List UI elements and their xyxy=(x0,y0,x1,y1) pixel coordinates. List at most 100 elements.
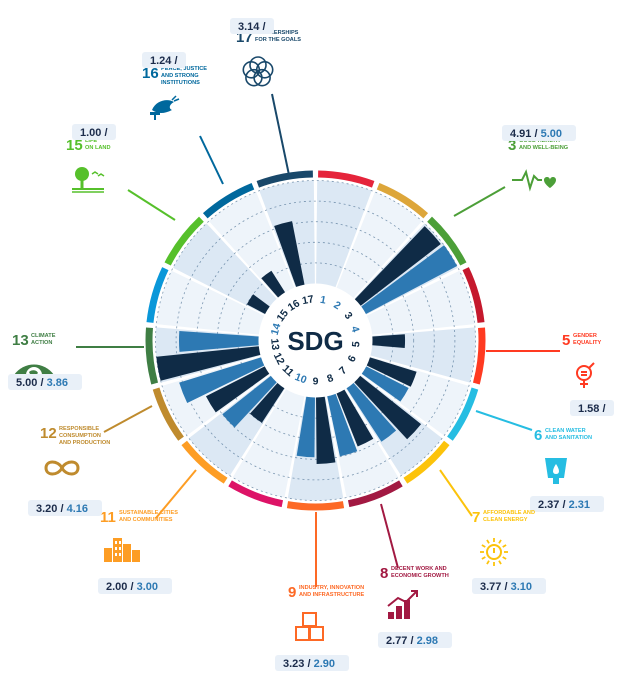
goal-number-16: 16 xyxy=(286,297,302,313)
value-pill-sdg-13 xyxy=(8,374,82,390)
goal-number-4: 4 xyxy=(348,325,361,334)
value-separator: / xyxy=(304,658,313,670)
infinity-icon xyxy=(44,460,80,476)
value-pill-sdg-7 xyxy=(472,578,546,594)
bar-series-b-sdg-8 xyxy=(327,393,358,457)
callout-title-line: LIFE xyxy=(85,138,97,144)
goal-number-1: 1 xyxy=(319,294,327,307)
value-b-text: 4.16 xyxy=(67,503,88,515)
goal-number-14: 14 xyxy=(269,322,284,337)
callout-number: 3 xyxy=(508,137,516,154)
value-a-text: 2.37 xyxy=(538,499,559,511)
callout-title-line: ACTION xyxy=(31,340,52,346)
value-pill-sdg-5 xyxy=(570,400,614,416)
goal-number-2: 2 xyxy=(331,299,342,312)
ring-segment-9 xyxy=(286,501,345,511)
callout-number: 9 xyxy=(288,584,296,601)
value-label-a: 3.14 / xyxy=(238,21,266,33)
callout-title-line: RESPONSIBLE xyxy=(59,426,99,432)
callout-number: 7 xyxy=(472,509,480,526)
callout-title-line: AND PRODUCTION xyxy=(59,440,110,446)
value-a-text: 3.77 xyxy=(480,581,501,593)
ring-segment-4 xyxy=(462,267,485,323)
water-drop-icon xyxy=(545,458,567,484)
value-b-text: 3.86 xyxy=(47,377,68,389)
track-sector-1 xyxy=(316,180,372,288)
ring-segment-11 xyxy=(181,440,228,484)
value-label-a: 2.77 / 2.98 xyxy=(386,635,438,647)
value-separator: / xyxy=(599,403,605,415)
value-separator: / xyxy=(57,503,66,515)
callout-title-line: AND WELL-BEING xyxy=(519,145,568,151)
ring-segment-2 xyxy=(376,182,429,219)
value-a-text: 5.00 xyxy=(16,377,37,389)
value-pill-sdg-11 xyxy=(98,578,172,594)
leader-line-sdg-11 xyxy=(155,469,197,519)
callout-title-line: CONSUMPTION xyxy=(59,433,101,439)
heartbeat-icon xyxy=(512,169,556,192)
bar-series-a-sdg-16 xyxy=(261,270,286,298)
value-separator: / xyxy=(501,581,510,593)
gridline xyxy=(196,221,435,460)
value-separator: / xyxy=(101,127,107,139)
bar-series-a-sdg-15 xyxy=(246,294,270,314)
value-pill-sdg-6 xyxy=(530,496,604,512)
value-a-text: 1.24 xyxy=(150,55,172,67)
ring-segment-15 xyxy=(164,216,204,266)
value-a-text: 4.91 xyxy=(510,128,531,140)
ring-segment-14 xyxy=(146,267,169,323)
callout-title-line: ON LAND xyxy=(85,145,110,151)
ring-segment-6 xyxy=(447,387,479,441)
value-a-text: 1.58 xyxy=(578,403,599,415)
tree-icon xyxy=(72,167,105,193)
value-separator: / xyxy=(259,21,265,33)
bar-series-a-sdg-13 xyxy=(156,346,261,381)
callout-number: 12 xyxy=(40,425,57,442)
value-pill-sdg-3 xyxy=(502,125,576,141)
callout-title-line: PEACE, JUSTICE xyxy=(161,66,207,72)
goal-number-17: 17 xyxy=(301,293,315,307)
value-separator: / xyxy=(559,499,568,511)
cubes-icon xyxy=(295,612,324,641)
value-pill-sdg-16 xyxy=(142,52,186,68)
value-label-a: 5.00 / 3.86 xyxy=(16,377,68,389)
color-ring-layer xyxy=(145,170,486,511)
callout-title-line: CLEAN ENERGY xyxy=(483,517,528,523)
value-separator: / xyxy=(37,377,46,389)
ring-segment-1 xyxy=(318,170,375,188)
callout-number: 15 xyxy=(66,137,83,154)
value-pill-sdg-8 xyxy=(378,632,452,648)
leader-line-sdg-7 xyxy=(439,469,473,517)
track-sector-14 xyxy=(156,270,265,335)
track-sector-4 xyxy=(366,270,475,335)
bar-series-b-sdg-3 xyxy=(361,245,458,314)
value-label-a: 3.77 / 3.10 xyxy=(480,581,532,593)
value-b-text: 2.31 xyxy=(569,499,590,511)
track-sector-7 xyxy=(346,375,443,476)
value-a-text: 2.77 xyxy=(386,635,407,647)
bar-series-b-sdg-13 xyxy=(178,330,259,352)
bar-series-b-sdg-12 xyxy=(179,357,265,403)
bar-series-b-sdg-7 xyxy=(346,382,397,442)
value-separator: / xyxy=(127,581,136,593)
bar-series-a-sdg-5 xyxy=(372,334,406,348)
gridline xyxy=(155,180,476,501)
ring-segment-7 xyxy=(403,440,450,484)
value-label-a: 4.91 / 5.00 xyxy=(510,128,562,140)
value-label-a: 2.00 / 3.00 xyxy=(106,581,158,593)
ring-segment-12 xyxy=(152,387,184,441)
bar-series-a-sdg-11 xyxy=(250,382,285,423)
callout-title-line: ECONOMIC GROWTH xyxy=(391,573,449,579)
goal-number-13: 13 xyxy=(268,338,281,351)
callout-title-line: CLIMATE xyxy=(31,333,56,339)
buildings-icon xyxy=(104,538,140,562)
gridline xyxy=(175,200,456,481)
